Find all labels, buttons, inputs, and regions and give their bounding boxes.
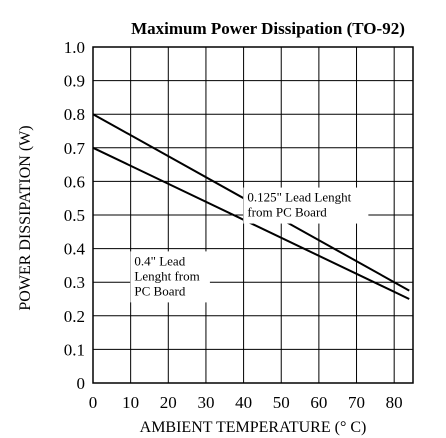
x-tick-label: 0 [89,393,98,412]
y-tick-label: 0.2 [64,307,85,326]
series-annotation-1: 0.125" Lead Lenght from PC Board [247,190,351,220]
x-tick-label: 10 [122,393,139,412]
y-axis-ticks: 0 0.1 0.2 0.3 0.4 0.5 0.6 0.7 0.8 0.9 1.0 [64,38,86,393]
chart-title: Maximum Power Dissipation (TO-92) [131,19,405,38]
y-tick-label: 0.5 [64,206,85,225]
x-axis-ticks: 0 10 20 30 40 50 60 70 80 [89,393,403,412]
y-axis-label: POWER DISSIPATION (W) [17,125,34,310]
x-tick-label: 50 [273,393,290,412]
x-tick-label: 20 [160,393,177,412]
y-tick-label: 0.9 [64,72,85,91]
annotations: 0.125" Lead Lenght from PC Board 0.4" Lead… [130,187,369,303]
x-axis-label: AMBIENT TEMPERATURE (° C) [140,419,367,436]
x-tick-label: 60 [310,393,327,412]
y-tick-label: 0.4 [64,240,86,259]
annotation-background [243,187,369,224]
x-tick-label: 70 [348,393,365,412]
x-tick-label: 30 [197,393,214,412]
y-tick-label: 0.3 [64,273,85,292]
series-annotation-2: 0.4" Lead Lenght from PC Board [134,253,199,298]
plot-frame [92,46,414,384]
y-tick-label: 0.1 [64,340,85,359]
y-tick-label: 0.7 [64,139,86,158]
y-tick-label: 1.0 [64,38,85,57]
x-tick-label: 80 [386,393,403,412]
y-tick-label: 0 [77,374,86,393]
x-tick-label: 40 [235,393,252,412]
y-tick-label: 0.8 [64,105,85,124]
y-tick-label: 0.6 [64,172,85,191]
annotation-background [130,251,210,303]
